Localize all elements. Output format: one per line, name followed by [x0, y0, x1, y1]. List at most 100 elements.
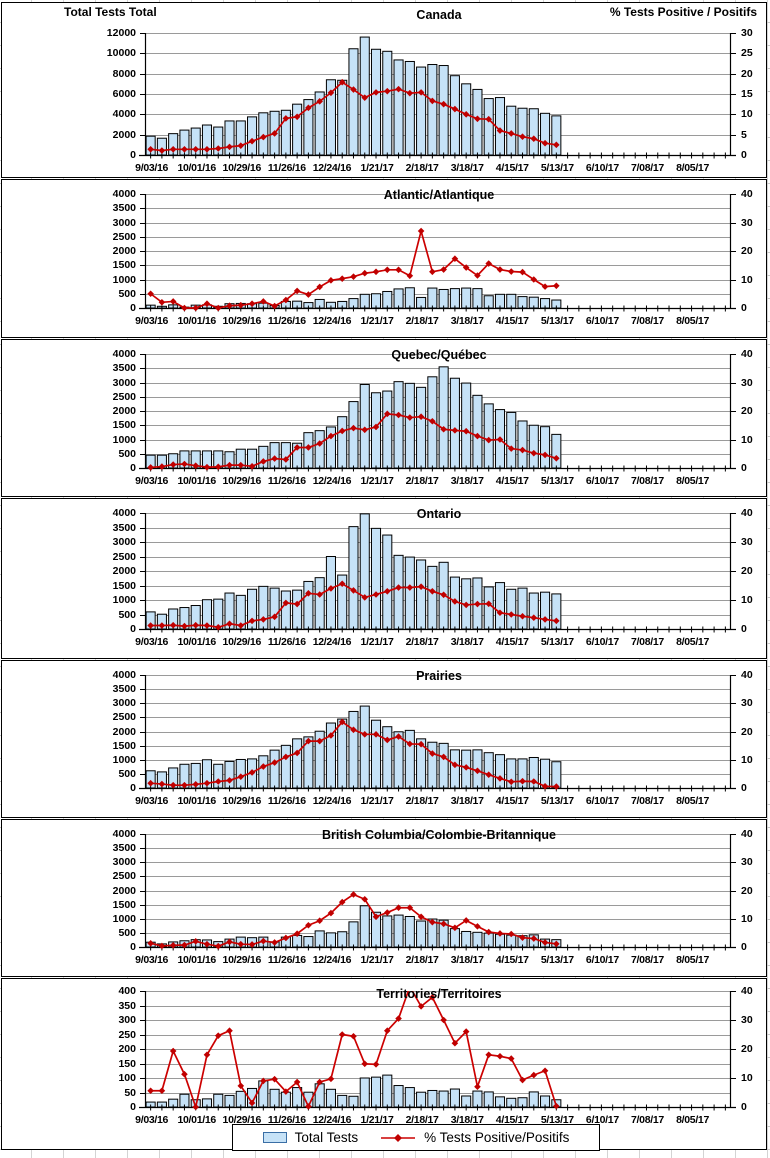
y-right-tick-label: 30	[741, 697, 753, 710]
line-marker	[361, 731, 369, 738]
y-left-tick-label: 3500	[112, 521, 136, 534]
chart-panel-atlantic-atlantique: Atlantic/Atlantique 0 500 1000 1500 2000 2500 3…	[1, 179, 767, 338]
line-marker	[214, 942, 222, 950]
line-marker	[192, 938, 200, 945]
line-marker	[383, 266, 391, 274]
y-left-tick-label: 1000	[112, 433, 136, 446]
bar	[314, 430, 325, 469]
line-marker	[406, 584, 414, 591]
x-tick-label: 2/18/17	[405, 795, 439, 807]
line-marker	[338, 718, 346, 726]
y-right-tick-label: 10	[741, 1072, 753, 1084]
line-marker	[192, 1103, 200, 1111]
line-marker	[282, 456, 290, 463]
x-tick-label: 1/21/17	[360, 475, 394, 487]
x-tick-label: 3/18/17	[450, 475, 484, 487]
line-marker	[271, 455, 278, 462]
bar	[382, 726, 393, 789]
line-marker	[519, 612, 526, 620]
line-marker	[271, 939, 278, 946]
y-left-tick-label: 1000	[112, 753, 136, 766]
bar	[483, 98, 494, 156]
y-left-tick-label: 400	[118, 985, 136, 997]
bar	[382, 1074, 393, 1108]
bar	[258, 755, 269, 789]
y-left-tick-label: 0	[130, 149, 136, 161]
line-marker	[350, 891, 357, 898]
line-marker	[271, 759, 278, 766]
x-tick-label: 2/18/17	[405, 954, 439, 966]
y-left-tick-label: 0	[130, 302, 136, 314]
x-tick-label: 2/18/17	[405, 475, 439, 487]
axes	[139, 33, 736, 159]
y-right-tick-label: 20	[741, 565, 753, 577]
axes	[139, 194, 736, 312]
y-right-tick-label: 0	[741, 462, 747, 474]
x-tick-label: 12/24/16	[312, 636, 352, 648]
line-marker	[372, 268, 380, 276]
line-marker	[226, 777, 233, 784]
x-tick-label: 1/21/17	[360, 795, 394, 807]
line-marker	[383, 588, 391, 595]
line-marker	[541, 283, 549, 290]
line-marker	[147, 146, 154, 153]
chart-title: Quebec/Québec	[391, 348, 487, 362]
x-tick-label: 10/01/16	[177, 954, 216, 966]
y-left-tick-label: 2500	[112, 230, 136, 243]
line-marker	[496, 436, 504, 443]
x-tick-label: 12/24/16	[312, 475, 352, 487]
x-tick-label: 3/18/17	[450, 1114, 484, 1126]
y-left-tick-label: 350	[118, 999, 136, 1012]
line-marker	[451, 255, 459, 262]
bars-group	[145, 905, 562, 948]
line-marker	[372, 731, 380, 738]
line-marker	[361, 426, 369, 434]
y-left-tick-label: 500	[118, 926, 136, 939]
line-marker	[305, 590, 312, 597]
plot-area	[139, 675, 736, 792]
y-left-tick-label: 3500	[112, 202, 136, 215]
bar	[359, 705, 370, 789]
line-marker	[541, 139, 549, 147]
x-tick-label: 3/18/17	[450, 954, 484, 966]
line-marker	[372, 89, 380, 96]
y-right-tick-label: 10	[741, 273, 753, 286]
x-tick-label: 8/05/17	[676, 315, 710, 327]
y-left-tick-label: 500	[118, 767, 136, 780]
bar	[325, 1088, 336, 1108]
line-marker	[530, 614, 538, 621]
bar	[528, 424, 539, 469]
line-marker	[214, 145, 222, 152]
bar	[235, 120, 246, 156]
line-marker	[293, 930, 301, 938]
y-left-tick-label: 10000	[106, 47, 136, 60]
gridlines	[145, 675, 731, 775]
chart-title: Prairies	[416, 669, 462, 683]
line-marker	[485, 600, 493, 608]
line-marker	[496, 930, 504, 937]
x-tick-label: 4/15/17	[495, 954, 529, 966]
x-tick-label: 2/18/17	[405, 1114, 439, 1126]
line-marker	[147, 622, 154, 629]
bar	[359, 383, 370, 469]
bar	[393, 731, 404, 789]
y-right-tick-label: 20	[741, 245, 753, 257]
line-marker	[429, 588, 436, 595]
bar	[370, 392, 382, 469]
y-left-tick-label: 3000	[112, 697, 136, 710]
bar	[393, 914, 404, 948]
x-tick-label: 3/18/17	[450, 636, 484, 648]
x-tick-label: 11/26/16	[267, 636, 306, 648]
bar	[472, 288, 483, 309]
x-tick-label: 3/18/17	[450, 162, 484, 174]
line-marker	[237, 622, 245, 629]
y-left-tick-label: 2000	[112, 884, 136, 897]
line-marker	[226, 1027, 233, 1035]
line-marker	[181, 781, 188, 789]
bar	[269, 1088, 280, 1108]
y-left-tick-label: 2000	[112, 725, 136, 738]
y-right-tick-label: 10	[741, 753, 753, 766]
x-tick-label: 10/01/16	[177, 315, 216, 327]
x-tick-label: 4/15/17	[495, 162, 529, 174]
bar	[292, 103, 303, 156]
